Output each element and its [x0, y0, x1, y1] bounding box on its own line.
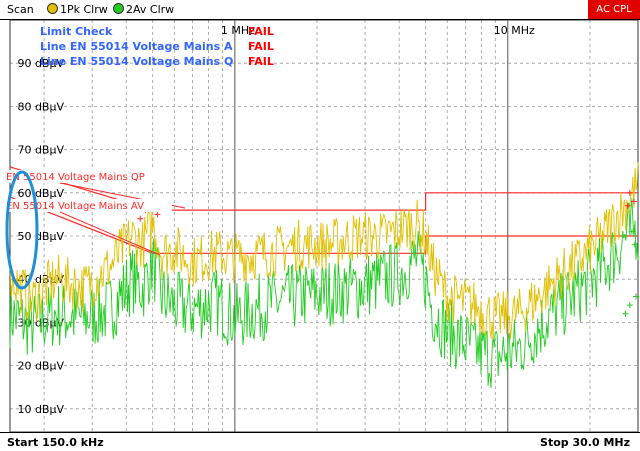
- plot-grid: [9, 20, 639, 432]
- y-tick-label: 90 dBµV: [17, 57, 64, 70]
- y-tick-label: 50 dBµV: [17, 230, 64, 243]
- limit-line-qp-label: Line EN 55014 Voltage Mains Q: [40, 55, 233, 68]
- trace-2-line: [9, 198, 639, 389]
- limit-line-annotations: EN 55014 Voltage Mains QP EN 55014 Volta…: [4, 170, 186, 256]
- frequency-span-bar: Start 150.0 kHz Stop 30.0 MHz: [0, 432, 640, 451]
- limit-check-title-status: FAIL: [248, 25, 274, 38]
- stop-frequency: Stop 30.0 MHz: [540, 436, 630, 449]
- limit-line-qp-status: FAIL: [248, 55, 274, 68]
- peak-marker: [631, 241, 638, 248]
- limit-line-av-status: FAIL: [248, 40, 274, 53]
- x-tick-label: 1 MHz: [221, 24, 255, 37]
- y-tick-label: 10 dBµV: [17, 403, 64, 416]
- peak-marker: [624, 202, 631, 209]
- trace-header-bar: Scan 1Pk Clrw 2Av Clrw AC CPL: [0, 0, 640, 20]
- peak-marker: [622, 310, 629, 317]
- scan-label: Scan: [7, 3, 34, 16]
- peak-marker: [633, 293, 640, 300]
- x-tick-label: 10 MHz: [494, 24, 535, 37]
- highlight-ellipse-marker: [5, 170, 39, 290]
- limit-line-av-label: Line EN 55014 Voltage Mains A: [40, 40, 233, 53]
- peak-marker: [626, 189, 633, 196]
- ac-coupling-badge: AC CPL: [588, 0, 640, 19]
- qp-label-bg: [4, 170, 174, 183]
- peak-marker: [630, 198, 637, 205]
- limit-check-panel: Limit Check FAIL Line EN 55014 Voltage M…: [40, 25, 274, 68]
- qp-limit-label: EN 55014 Voltage Mains QP: [6, 172, 145, 183]
- y-tick-label: 80 dBµV: [17, 100, 64, 113]
- x-axis-labels: 1 MHz 10 MHz: [221, 24, 535, 37]
- limit-check-title: Limit Check: [40, 25, 113, 38]
- trace-1-line: [9, 162, 639, 340]
- trace2-label: 2Av Clrw: [126, 3, 175, 16]
- peak-marker: [626, 302, 633, 309]
- limit-lines: [9, 166, 638, 254]
- start-frequency: Start 150.0 kHz: [7, 436, 104, 449]
- y-tick-label: 60 dBµV: [17, 187, 64, 200]
- av-limit-label: EN 55014 Voltage Mains AV: [6, 201, 144, 212]
- trace2-dot-icon: [113, 3, 124, 14]
- trace2-legend[interactable]: 2Av Clrw: [113, 3, 174, 16]
- av-limit-line: [9, 196, 638, 254]
- y-tick-label: 70 dBµV: [17, 144, 64, 157]
- peak-marker: [628, 228, 635, 235]
- trace1-label: 1Pk Clrw: [60, 3, 108, 16]
- y-tick-label: 20 dBµV: [17, 360, 64, 373]
- trace1-legend[interactable]: 1Pk Clrw: [47, 3, 108, 16]
- qp-limit-line: [9, 166, 638, 211]
- peak-marker: [154, 211, 161, 218]
- measurement-traces: [9, 162, 640, 389]
- plot-frame: [9, 20, 639, 432]
- av-label-leader: [59, 211, 161, 256]
- peak-marker: [137, 215, 144, 222]
- av-label-bg: [4, 199, 172, 212]
- trace1-dot-icon: [47, 3, 58, 14]
- plot-background: [0, 20, 640, 432]
